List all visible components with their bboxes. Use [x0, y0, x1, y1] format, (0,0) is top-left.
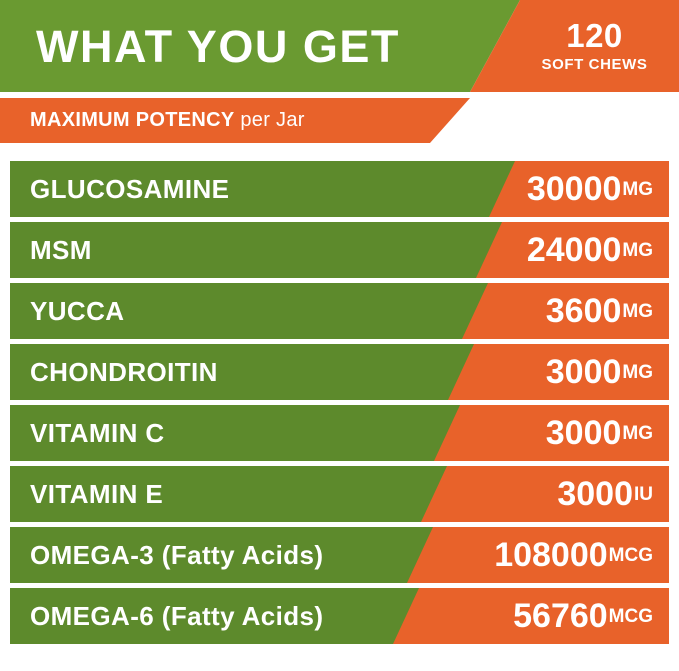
- ingredient-row: 24000 MG MSM: [10, 222, 669, 278]
- ingredient-name: MSM: [30, 234, 92, 265]
- ingredient-amount-unit: MCG: [608, 605, 653, 627]
- ingredient-amount-value: 3600: [545, 292, 622, 330]
- ingredient-name: GLUCOSAMINE: [30, 173, 230, 204]
- ingredient-name: CHONDROITIN: [30, 356, 218, 387]
- ingredient-amount-panel: 56760 MCG: [388, 588, 669, 644]
- ingredient-row: 3000 IU VITAMIN E: [10, 466, 669, 522]
- subheader-text: MAXIMUM POTENCY per Jar: [30, 109, 305, 132]
- ingredient-amount-value: 3000: [545, 353, 622, 391]
- subheader-banner: MAXIMUM POTENCY per Jar: [0, 98, 470, 143]
- ingredient-amount-unit: MG: [622, 361, 653, 383]
- ingredient-amount-unit: MCG: [608, 544, 653, 566]
- header-banner: WHAT YOU GET 120 SOFT CHEWS: [0, 0, 679, 92]
- ingredient-amount-panel: 3600 MG: [457, 283, 669, 339]
- ingredient-name: OMEGA-6 (Fatty Acids): [30, 600, 324, 631]
- ingredient-amount-panel: 3000 IU: [416, 466, 669, 522]
- ingredient-name: OMEGA-3 (Fatty Acids): [30, 539, 324, 570]
- ingredient-amount-value: 3000: [557, 475, 633, 513]
- ingredient-name-panel: OMEGA-6 (Fatty Acids): [10, 588, 419, 644]
- ingredient-amount-panel: 3000 MG: [443, 344, 669, 400]
- ingredient-name: YUCCA: [30, 295, 125, 326]
- ingredient-row: 3600 MG YUCCA: [10, 283, 669, 339]
- ingredient-name-panel: VITAMIN E: [10, 466, 447, 522]
- ingredient-row: 3000 MG VITAMIN C: [10, 405, 669, 461]
- ingredient-amount-unit: IU: [634, 483, 653, 505]
- header-green-panel: WHAT YOU GET: [0, 0, 520, 92]
- ingredient-amount-panel: 30000 MG: [484, 161, 669, 217]
- ingredient-amount-unit: MG: [622, 239, 653, 261]
- ingredient-amount-value: 108000: [494, 536, 608, 574]
- ingredient-amount-value: 3000: [545, 414, 622, 452]
- ingredient-name-panel: YUCCA: [10, 283, 488, 339]
- ingredient-name: VITAMIN C: [30, 417, 165, 448]
- ingredient-amount-panel: 108000 MCG: [402, 527, 669, 583]
- ingredient-row: 3000 MG CHONDROITIN: [10, 344, 669, 400]
- subheader-text-bold: MAXIMUM POTENCY: [30, 109, 235, 131]
- ingredient-name-panel: OMEGA-3 (Fatty Acids): [10, 527, 433, 583]
- ingredient-amount-value: 30000: [526, 170, 622, 208]
- chew-count-number: 120: [566, 17, 623, 54]
- subheader-text-rest: per Jar: [234, 109, 305, 131]
- ingredient-row: 108000 MCG OMEGA-3 (Fatty Acids): [10, 527, 669, 583]
- ingredient-name-panel: GLUCOSAMINE: [10, 161, 515, 217]
- ingredient-name-panel: CHONDROITIN: [10, 344, 474, 400]
- ingredient-amount-unit: MG: [622, 300, 653, 322]
- ingredient-name: VITAMIN E: [30, 478, 164, 509]
- ingredient-name-panel: VITAMIN C: [10, 405, 460, 461]
- ingredient-amount-panel: 24000 MG: [471, 222, 669, 278]
- ingredient-amount-panel: 3000 MG: [429, 405, 669, 461]
- page-title: WHAT YOU GET: [36, 20, 400, 72]
- ingredient-amount-value: 24000: [526, 231, 622, 269]
- ingredient-amount-unit: MG: [622, 178, 653, 200]
- ingredient-list: 30000 MG GLUCOSAMINE 24000 MG MSM 3600 MG YUCCA 3…: [0, 161, 679, 644]
- ingredient-row: 30000 MG GLUCOSAMINE: [10, 161, 669, 217]
- ingredient-row: 56760 MCG OMEGA-6 (Fatty Acids): [10, 588, 669, 644]
- ingredient-amount-unit: MG: [622, 422, 653, 444]
- ingredient-amount-value: 56760: [513, 597, 608, 635]
- chew-count-label: SOFT CHEWS: [541, 56, 648, 73]
- ingredient-name-panel: MSM: [10, 222, 502, 278]
